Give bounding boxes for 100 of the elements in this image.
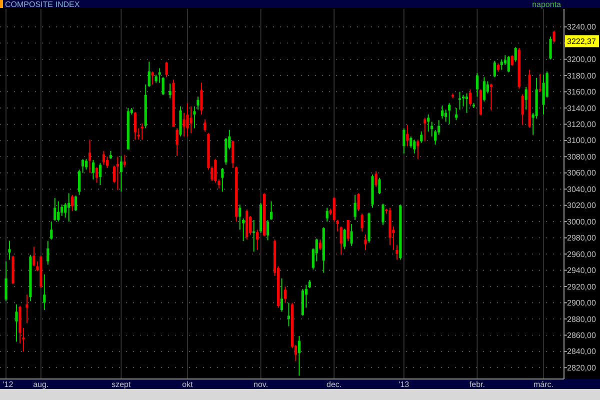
candlestick <box>287 302 290 327</box>
x-tick-label: okt <box>182 380 194 389</box>
x-tick-label: szept <box>112 380 132 389</box>
x-tick-label: '12 <box>2 380 14 389</box>
candlestick <box>4 260 8 302</box>
candlestick <box>71 194 74 212</box>
candlestick <box>542 74 545 115</box>
candlestick <box>182 112 186 137</box>
candlestick <box>441 105 444 120</box>
x-tick-label: aug. <box>33 380 49 389</box>
y-tick-label: 3120,00 <box>567 120 596 130</box>
candlestick <box>88 139 92 174</box>
candlestick <box>500 58 503 70</box>
x-tick-label: nov. <box>254 380 268 389</box>
candlestick <box>318 238 322 250</box>
candlestick <box>490 83 492 111</box>
candlestick <box>465 92 468 114</box>
candlestick <box>413 139 416 154</box>
candlestick <box>538 73 542 92</box>
candlestick <box>340 226 342 256</box>
candlestick <box>78 169 81 196</box>
y-tick-label: 3240,00 <box>567 22 596 32</box>
candlestick <box>298 335 300 376</box>
y-tick-label: 2960,00 <box>567 250 596 259</box>
candlestick <box>106 156 109 169</box>
candlestick <box>476 72 479 98</box>
candlestick <box>168 83 172 99</box>
y-tick-label: 3080,00 <box>567 152 596 162</box>
candlestick <box>378 177 381 194</box>
candlestick <box>224 138 228 166</box>
candlestick <box>266 219 270 241</box>
candlestick <box>15 304 18 342</box>
candlestick <box>193 106 196 129</box>
y-tick-label: 3200,00 <box>567 55 596 64</box>
candlestick <box>420 131 423 144</box>
candlestick <box>402 128 406 154</box>
candlestick <box>81 158 84 174</box>
y-tick-label: 3000,00 <box>567 217 596 226</box>
y-tick-label: 3020,00 <box>567 201 596 210</box>
candlestick <box>448 102 451 125</box>
candlestick <box>120 155 122 192</box>
chart-subtitle: naponta <box>532 0 562 9</box>
candlestick <box>357 192 360 212</box>
candlestick <box>214 158 217 184</box>
y-tick-label: 2840,00 <box>567 347 596 356</box>
candlestick <box>102 150 106 166</box>
candlestick <box>57 200 60 222</box>
y-tick-label: 2880,00 <box>567 314 596 324</box>
candlestick <box>462 94 465 107</box>
y-tick-label: 2980,00 <box>567 234 596 243</box>
candlestick <box>8 240 11 260</box>
y-tick-label: 3060,00 <box>567 168 596 178</box>
candlestick <box>406 124 409 147</box>
candlestick <box>165 61 168 78</box>
candlestick <box>410 136 412 148</box>
candlestick <box>493 60 496 78</box>
candlestick <box>521 94 524 126</box>
candlestick <box>134 112 136 140</box>
candlestick <box>524 86 528 110</box>
candlestick <box>98 162 102 186</box>
text: 3222,37 <box>567 36 596 46</box>
candlestick <box>514 46 517 62</box>
x-tick-label: febr. <box>469 380 485 389</box>
candlestick <box>46 240 50 266</box>
candlestick <box>468 88 472 106</box>
candlestick <box>343 228 346 250</box>
y-tick-label: 2820,00 <box>567 363 596 372</box>
candlestick <box>354 194 356 220</box>
candlestick <box>249 215 252 236</box>
y-tick-label: 2920,00 <box>567 282 596 292</box>
candlestick <box>32 246 36 267</box>
y-tick-label: 2900,00 <box>567 298 596 308</box>
candlestick <box>176 128 178 156</box>
candlestick <box>200 82 203 115</box>
candlestick <box>507 56 510 73</box>
candlestick <box>64 202 67 218</box>
candlestick <box>510 54 514 66</box>
candlestick <box>238 204 242 230</box>
candlestick <box>332 196 336 222</box>
candlestick <box>204 118 206 132</box>
x-tick-label: '13 <box>398 380 410 389</box>
candlestick <box>374 170 378 188</box>
candlestick <box>140 122 144 140</box>
candlestick <box>186 102 189 137</box>
y-tick-label: 3040,00 <box>567 184 596 194</box>
candlestick <box>552 30 556 43</box>
candlestick <box>364 234 367 250</box>
candlestick <box>54 198 56 222</box>
y-tick-label: 3140,00 <box>567 104 596 113</box>
y-tick-label: 3180,00 <box>567 71 596 80</box>
candlestick <box>123 154 126 168</box>
candlestick <box>549 36 552 60</box>
candlestick <box>482 76 486 102</box>
chart-title: COMPOSITE INDEX <box>5 0 80 9</box>
candlestick <box>196 96 200 110</box>
y-tick-label: 2940,00 <box>567 266 596 276</box>
candlestick <box>92 159 95 180</box>
candlestick <box>221 168 224 192</box>
candlestick <box>427 114 430 132</box>
candlestick <box>50 221 53 240</box>
